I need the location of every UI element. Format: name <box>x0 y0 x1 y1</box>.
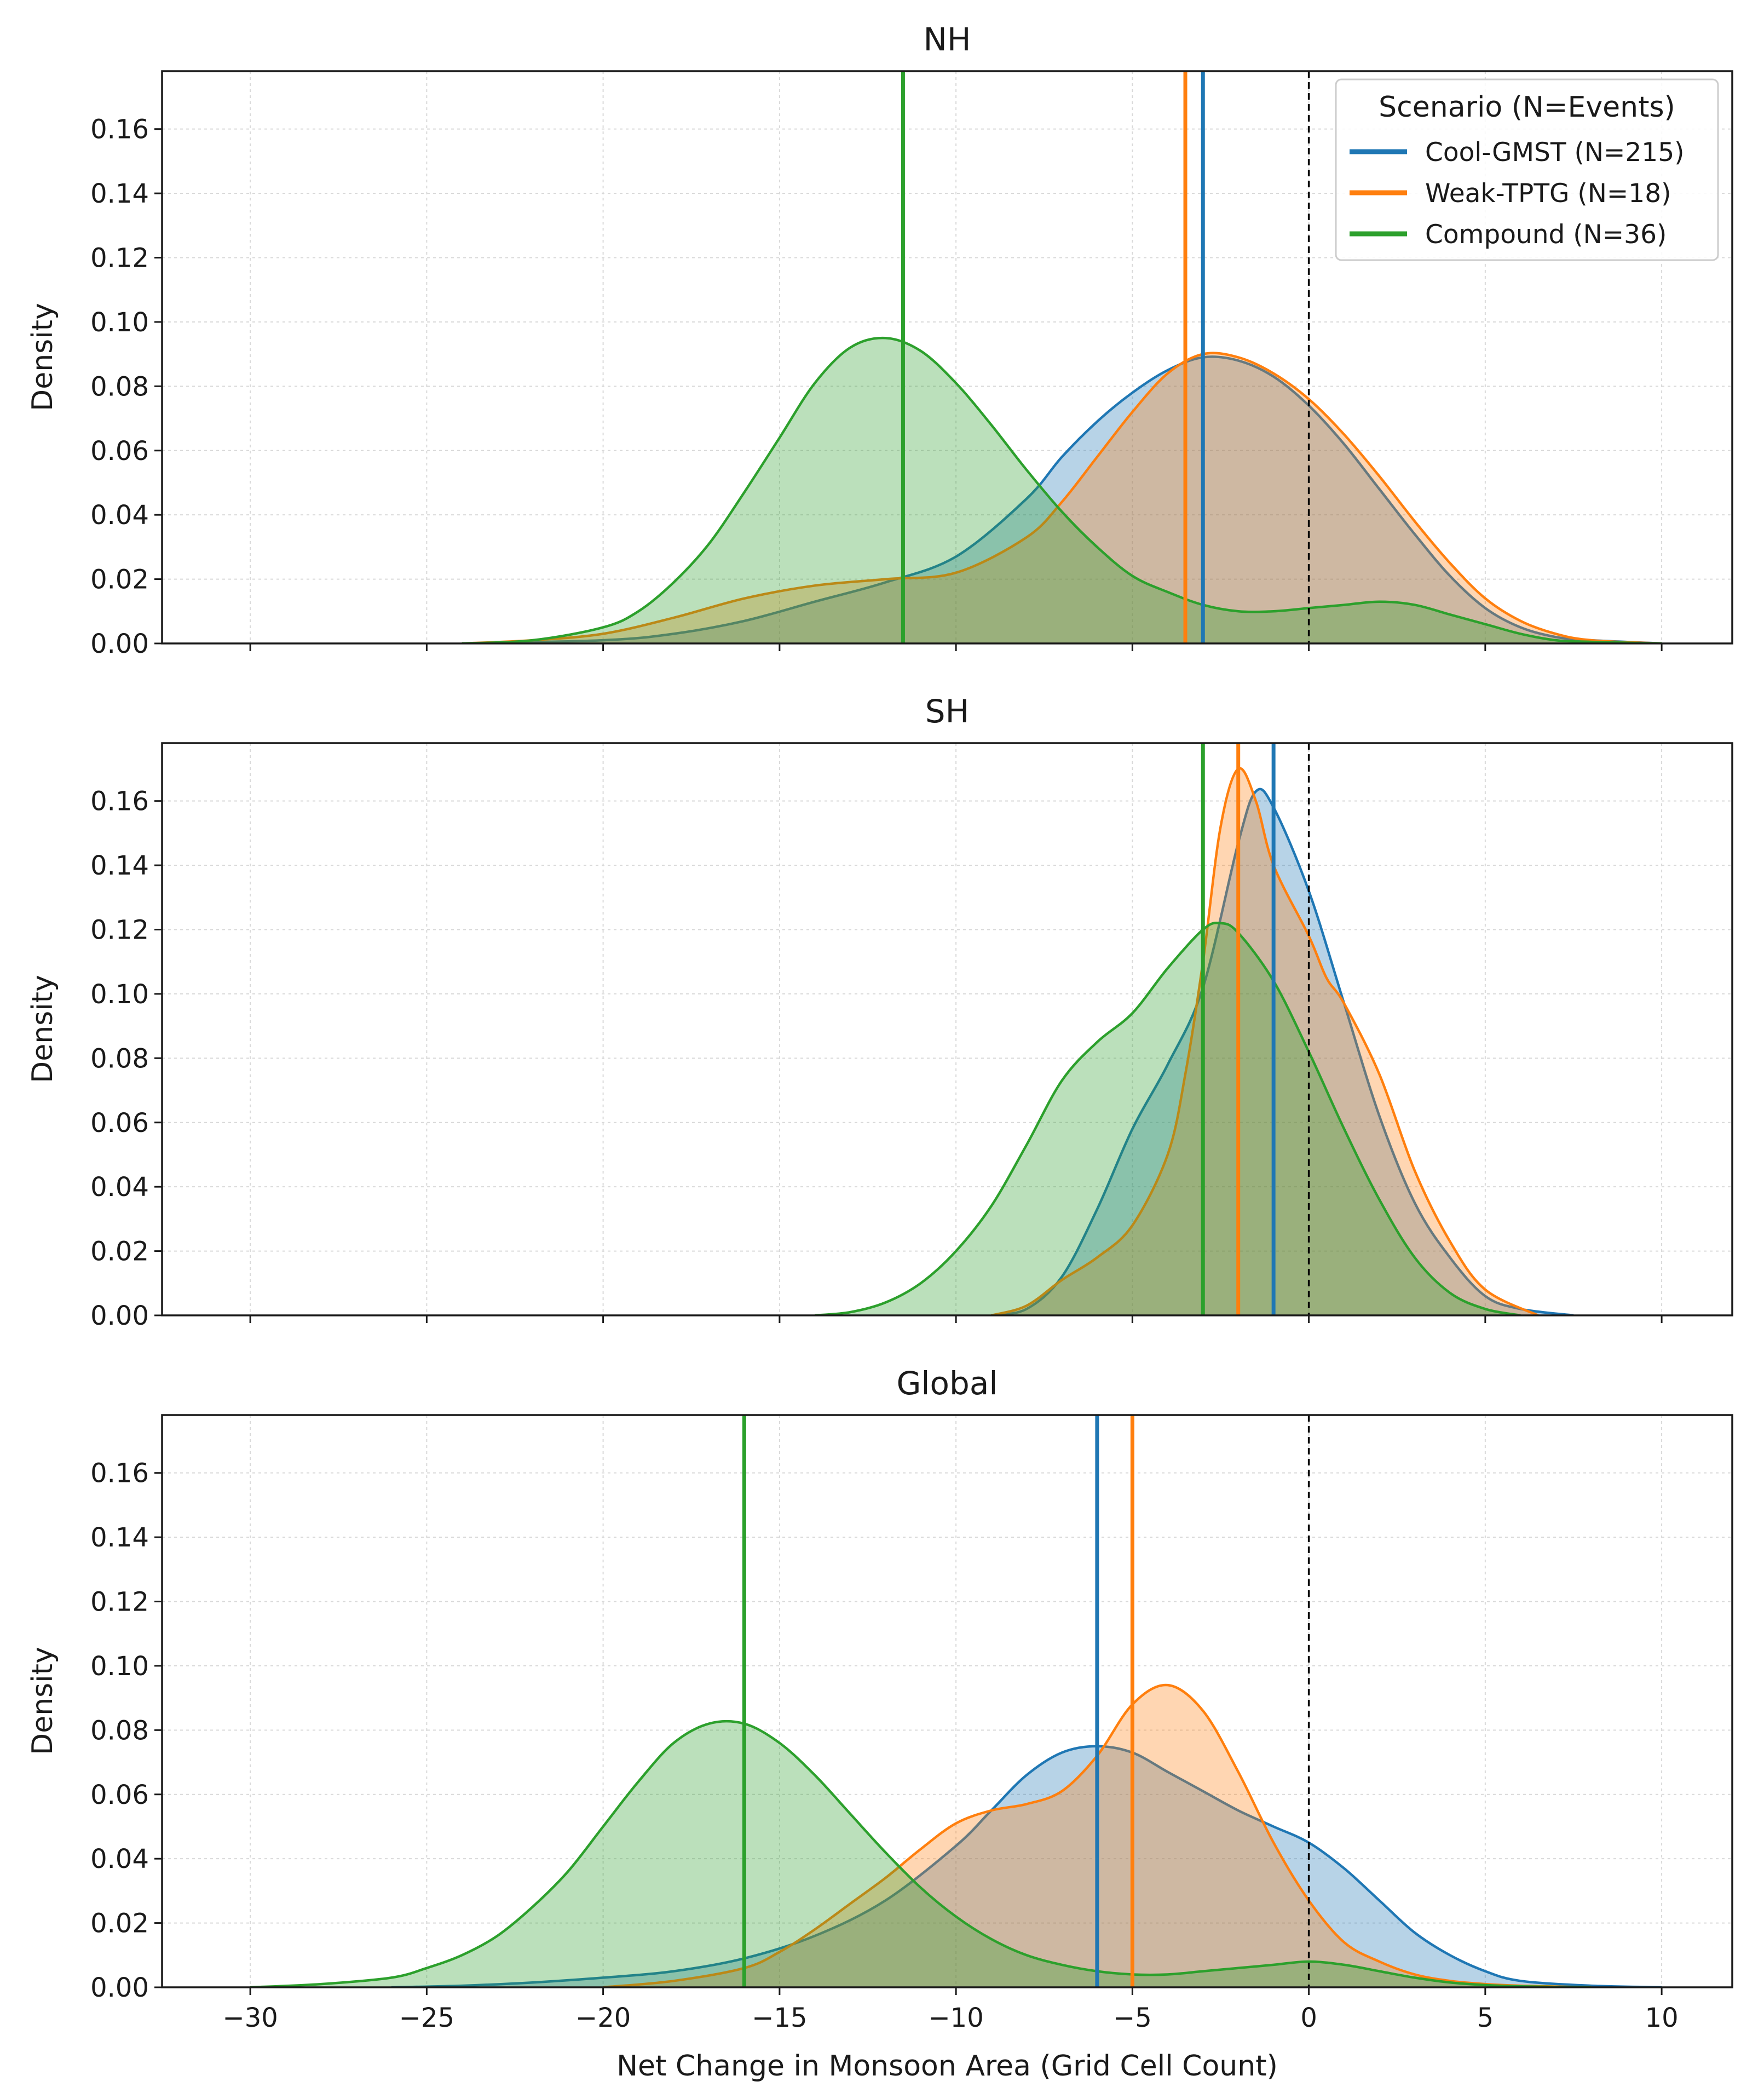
kde-area-compound-nh <box>462 338 1662 643</box>
y-tick-label-global: 0.06 <box>90 1780 149 1810</box>
y-tick-label-global: 0.04 <box>90 1844 149 1875</box>
x-tick-label: −30 <box>222 2003 278 2033</box>
y-tick-label-nh: 0.08 <box>90 371 149 402</box>
y-tick-label-sh: 0.12 <box>90 915 149 946</box>
legend-title: Scenario (N=Events) <box>1379 91 1675 124</box>
kde-curve-compound-nh <box>462 336 1662 643</box>
kde-area-cool-gmst-global <box>391 1746 1662 1987</box>
panel-global: Global Density 0.00 0.02 0.04 0.06 0.08 0.10 0… <box>26 1365 1733 2033</box>
x-axis-label: Net Change in Monsoon Area (Grid Cell Co… <box>616 2050 1278 2083</box>
x-tick-label: −25 <box>399 2003 454 2033</box>
kde-curve-weak-tptg-sh <box>991 767 1539 1315</box>
legend: Scenario (N=Events) Cool-GMST (N=215) We… <box>1335 78 1719 261</box>
y-tick-label-global: 0.16 <box>90 1458 149 1489</box>
kde-area-weak-tptg-sh <box>991 768 1538 1315</box>
y-tick-label-sh: 0.00 <box>90 1301 149 1331</box>
y-tick-label-nh: 0.16 <box>90 114 149 145</box>
kde-area-compound-global <box>250 1721 1592 1987</box>
y-axis-label-global: Density <box>26 1647 59 1755</box>
y-tick-label-global: 0.14 <box>90 1522 149 1553</box>
y-tick-label-nh: 0.00 <box>90 629 149 659</box>
y-tick-label-global: 0.00 <box>90 1973 149 2003</box>
y-tick-label-sh: 0.08 <box>90 1043 149 1074</box>
kde-curve-weak-tptg-nh <box>462 352 1662 643</box>
x-tick-label: −10 <box>928 2003 983 2033</box>
y-tick-label-global: 0.10 <box>90 1651 149 1682</box>
y-tick-label-nh: 0.10 <box>90 307 149 338</box>
kde-area-cool-gmst-nh <box>462 357 1662 643</box>
panel-title-nh: NH <box>924 21 971 58</box>
y-tick-label-sh: 0.10 <box>90 979 149 1010</box>
plot-area-sh <box>815 743 1574 1315</box>
axes-frame-nh <box>161 70 1733 645</box>
axes-frame-sh <box>161 742 1733 1316</box>
y-tick-label-sh: 0.14 <box>90 850 149 881</box>
y-axis-label-sh: Density <box>26 975 59 1083</box>
legend-label-weak-tptg: Weak-TPTG (N=18) <box>1425 179 1671 209</box>
y-tick-label-global: 0.02 <box>90 1908 149 1939</box>
legend-frame <box>1335 78 1719 261</box>
y-tick-label-nh: 0.12 <box>90 243 149 274</box>
plot-area-nh <box>462 71 1662 643</box>
x-tick-label: −15 <box>752 2003 807 2033</box>
legend-label-compound: Compound (N=36) <box>1425 220 1667 250</box>
panel-title-sh: SH <box>925 693 969 730</box>
y-tick-label-sh: 0.04 <box>90 1172 149 1203</box>
kde-curve-compound-global <box>250 1720 1592 1987</box>
y-axis-label-nh: Density <box>26 303 59 411</box>
kde-curve-compound-sh <box>815 922 1521 1315</box>
y-tick-label-nh: 0.06 <box>90 436 149 467</box>
kde-area-compound-sh <box>815 923 1521 1315</box>
y-tick-label-sh: 0.06 <box>90 1108 149 1138</box>
kde-area-cool-gmst-sh <box>991 789 1573 1315</box>
kde-curve-cool-gmst-sh <box>991 787 1574 1315</box>
y-tick-label-global: 0.08 <box>90 1715 149 1746</box>
y-tick-label-nh: 0.04 <box>90 500 149 531</box>
x-tick-label: −20 <box>575 2003 631 2033</box>
kde-area-weak-tptg-nh <box>462 353 1662 643</box>
panel-sh: SH Density 0.00 0.02 0.04 0.06 0.08 0.10 0.12 0… <box>26 693 1733 1331</box>
axes-frame-global <box>161 1414 1733 1988</box>
plot-area-global <box>250 1415 1662 1987</box>
x-tick-label: 5 <box>1477 2003 1494 2033</box>
y-tick-label-nh: 0.02 <box>90 565 149 595</box>
y-tick-label-sh: 0.16 <box>90 786 149 817</box>
x-tick-label: 0 <box>1300 2003 1317 2033</box>
y-tick-label-global: 0.12 <box>90 1587 149 1618</box>
x-tick-label: 10 <box>1645 2003 1679 2033</box>
panel-nh: NH Density 0.00 0.02 0.04 0.06 0.08 0.10 0.12 0… <box>26 21 1733 659</box>
legend-label-cool-gmst: Cool-GMST (N=215) <box>1425 137 1684 168</box>
y-tick-label-nh: 0.14 <box>90 179 149 209</box>
kde-curve-weak-tptg-global <box>603 1683 1592 1987</box>
y-tick-label-sh: 0.02 <box>90 1237 149 1267</box>
kde-curve-cool-gmst-nh <box>462 355 1662 643</box>
panel-title-global: Global <box>896 1365 998 1402</box>
x-tick-label: −5 <box>1113 2003 1152 2033</box>
